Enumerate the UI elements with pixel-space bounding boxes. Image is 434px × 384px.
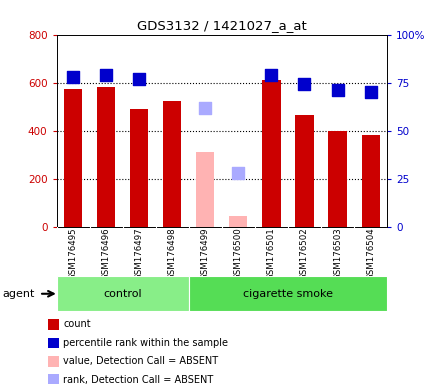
- Text: agent: agent: [2, 289, 34, 299]
- Bar: [188, 276, 386, 311]
- Text: count: count: [63, 319, 91, 329]
- Text: GSM176499: GSM176499: [201, 228, 209, 280]
- Point: [201, 104, 208, 111]
- Text: GSM176501: GSM176501: [266, 228, 275, 280]
- Text: rank, Detection Call = ABSENT: rank, Detection Call = ABSENT: [63, 375, 213, 384]
- Bar: [97, 88, 115, 227]
- Bar: [130, 109, 148, 227]
- Text: GSM176496: GSM176496: [102, 228, 110, 280]
- Text: GSM176503: GSM176503: [332, 228, 341, 280]
- Bar: [328, 131, 346, 227]
- Bar: [361, 136, 379, 227]
- Bar: [56, 276, 188, 311]
- Bar: [163, 101, 181, 227]
- Text: percentile rank within the sample: percentile rank within the sample: [63, 338, 227, 348]
- Point: [135, 76, 142, 82]
- Bar: [229, 216, 247, 227]
- Point: [300, 81, 307, 88]
- Text: GSM176495: GSM176495: [69, 228, 77, 280]
- Text: GSM176504: GSM176504: [365, 228, 374, 280]
- Point: [234, 170, 241, 176]
- Point: [366, 89, 373, 95]
- Text: value, Detection Call = ABSENT: value, Detection Call = ABSENT: [63, 356, 218, 366]
- Text: cigarette smoke: cigarette smoke: [243, 289, 332, 299]
- Text: control: control: [103, 289, 141, 299]
- Bar: [295, 115, 313, 227]
- Point: [69, 74, 76, 80]
- Point: [333, 87, 340, 93]
- Point: [102, 72, 109, 78]
- Text: GSM176500: GSM176500: [233, 228, 242, 280]
- Bar: [196, 152, 214, 227]
- Text: GSM176502: GSM176502: [299, 228, 308, 280]
- Point: [267, 72, 274, 78]
- Title: GDS3132 / 1421027_a_at: GDS3132 / 1421027_a_at: [137, 19, 306, 32]
- Bar: [64, 89, 82, 227]
- Text: GSM176497: GSM176497: [135, 228, 143, 280]
- Text: GSM176498: GSM176498: [168, 228, 176, 280]
- Bar: [262, 80, 280, 227]
